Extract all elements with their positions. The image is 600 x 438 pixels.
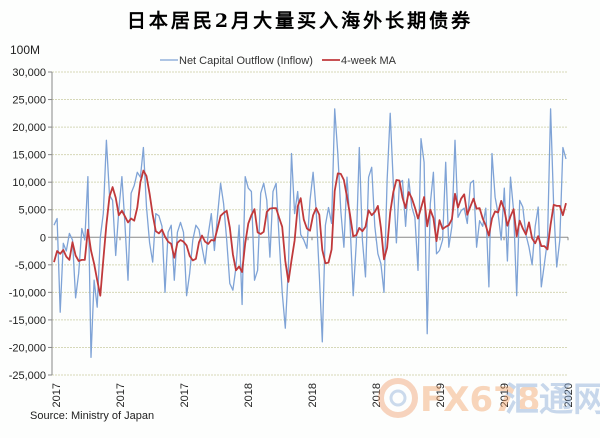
y-tick-label: -20,000 <box>9 342 46 354</box>
y-tick-label: 15,000 <box>12 150 46 162</box>
x-tick-label: 2019 <box>499 383 511 407</box>
legend-label: 4-week MA <box>341 55 397 67</box>
y-tick-label: -5,000 <box>15 260 46 272</box>
y-tick-label: -25,000 <box>9 370 46 382</box>
legend-label: Net Capital Outflow (Inflow) <box>179 55 313 67</box>
x-tick-label: 2019 <box>435 383 447 407</box>
y-tick-label: 30,000 <box>12 67 46 79</box>
x-tick-label: 2017 <box>51 383 63 407</box>
x-tick-label: 2018 <box>371 383 383 407</box>
series-line-4-week-ma <box>53 169 567 297</box>
chart-title: 日本居民2月大量买入海外长期债券 <box>126 10 474 32</box>
watermark-logo-icon <box>378 378 418 418</box>
y-tick-label: 25,000 <box>12 95 46 107</box>
watermark-logo-icon <box>389 389 407 407</box>
y-tick-label: -10,000 <box>9 287 46 299</box>
y-axis-unit-label: 100M <box>10 43 41 57</box>
x-tick-label: 2018 <box>243 383 255 407</box>
watermark-text: 汇通网 <box>505 380 600 420</box>
x-tick-label: 2018 <box>307 383 319 407</box>
source-note: Source: Ministry of Japan <box>30 410 155 422</box>
y-tick-label: -15,000 <box>9 315 46 327</box>
y-tick-label: 10,000 <box>12 177 46 189</box>
y-tick-label: 20,000 <box>12 122 46 134</box>
y-tick-label: 5,000 <box>18 205 46 217</box>
y-tick-label: 0 <box>40 232 46 244</box>
x-tick-label: 2017 <box>179 383 191 407</box>
watermark-text: FX678 <box>420 380 540 420</box>
series-line-net-capital-outflow <box>53 108 567 359</box>
x-tick-label: 2017 <box>115 383 127 407</box>
x-tick-label: 2020 <box>563 383 575 407</box>
